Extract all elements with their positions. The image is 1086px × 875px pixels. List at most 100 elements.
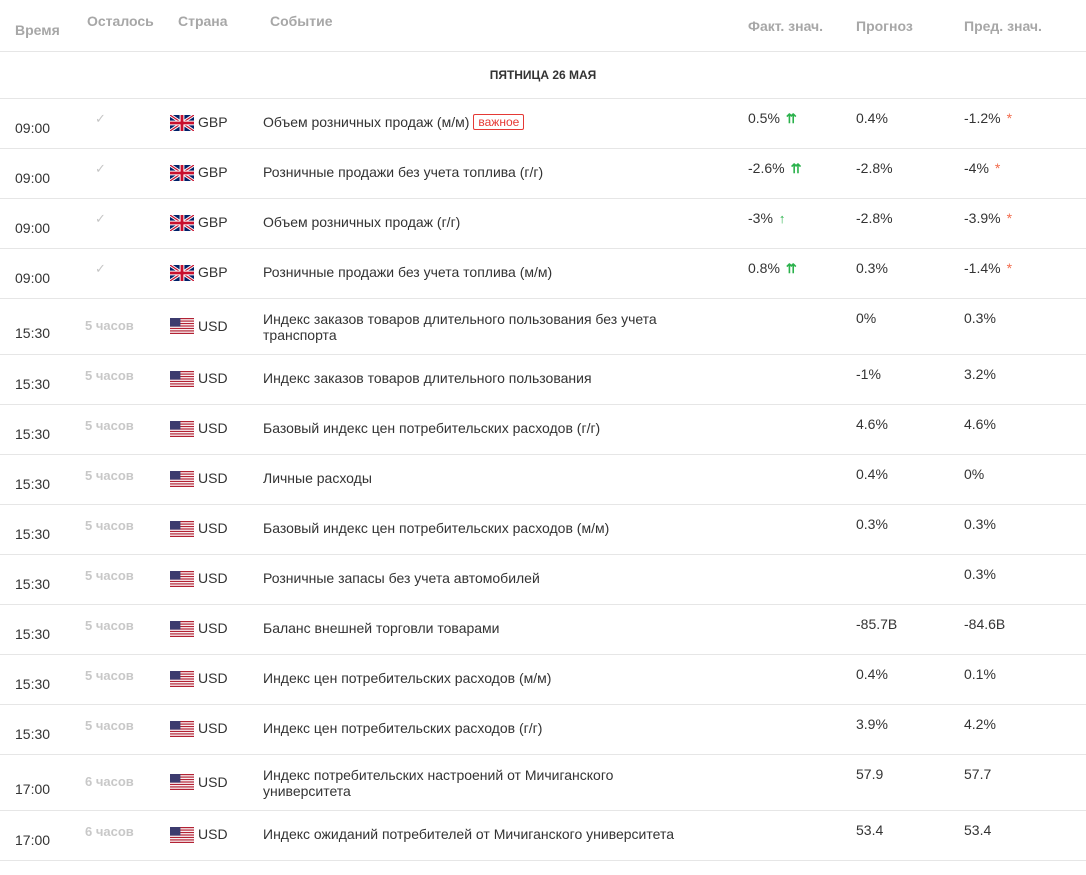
row-event[interactable]: Розничные продажи без учета топлива (г/г… xyxy=(263,164,703,180)
row-previous: 0.3% xyxy=(964,566,996,582)
row-forecast: 0% xyxy=(856,310,877,326)
row-previous: 0.1% xyxy=(964,666,996,682)
table-row[interactable]: 15:30 5 часов USD Базовый индекс цен потреб… xyxy=(0,405,1086,455)
flag-us xyxy=(170,671,194,687)
row-event[interactable]: Индекс ожиданий потребителей от Мичиганс… xyxy=(263,826,703,842)
previous-value: -1.4% xyxy=(964,260,1001,276)
row-previous: -84.6B xyxy=(964,616,1005,632)
row-event[interactable]: Розничные продажи без учета топлива (м/м… xyxy=(263,264,703,280)
table-row[interactable]: 17:00 6 часов USD Индекс потребительских на… xyxy=(0,755,1086,811)
row-forecast: 3.9% xyxy=(856,716,888,732)
row-currency: USD xyxy=(198,826,228,842)
flag-gb xyxy=(170,215,194,231)
uk-flag-icon xyxy=(170,165,194,181)
row-event[interactable]: Баланс внешней торговли товарами xyxy=(263,620,703,636)
time-left: 6 часов xyxy=(85,774,134,789)
table-row[interactable]: 15:30 5 часов USD Розничные запасы без учет… xyxy=(0,555,1086,605)
row-currency: USD xyxy=(198,620,228,636)
header-actual[interactable]: Факт. знач. xyxy=(748,18,824,34)
row-time: 15:30 xyxy=(15,576,51,592)
table-row[interactable]: 09:00 ✓ GBP Розничные продажи без учета топ… xyxy=(0,149,1086,199)
header-country[interactable]: Страна xyxy=(178,13,228,29)
row-currency: USD xyxy=(198,370,228,386)
table-row[interactable]: 15:30 5 часов USD Личные расходы 0.4% 0% xyxy=(0,455,1086,505)
row-time: 15:30 xyxy=(15,526,51,542)
event-title[interactable]: Индекс заказов товаров длительного польз… xyxy=(263,370,592,386)
flag-us xyxy=(170,621,194,637)
row-event[interactable]: Индекс цен потребительских расходов (м/м… xyxy=(263,670,703,686)
row-time: 09:00 xyxy=(15,220,51,236)
row-time: 15:30 xyxy=(15,476,51,492)
double-up-arrow-icon: ⇈ xyxy=(785,261,797,276)
table-row[interactable]: 15:30 5 часов USD Индекс цен потребительски… xyxy=(0,705,1086,755)
event-title[interactable]: Базовый индекс цен потребительских расхо… xyxy=(263,420,601,436)
event-title[interactable]: Базовый индекс цен потребительских расхо… xyxy=(263,520,610,536)
flag-us xyxy=(170,721,194,737)
event-title[interactable]: Розничные продажи без учета топлива (г/г… xyxy=(263,164,544,180)
row-previous: 0.3% xyxy=(964,516,996,532)
header-previous[interactable]: Пред. знач. xyxy=(964,18,1042,34)
event-title[interactable]: Индекс потребительских настроений от Мич… xyxy=(263,767,614,799)
rows-container: 09:00 ✓ GBP Объем розничных продаж (м/м) важ… xyxy=(0,99,1086,861)
header-forecast[interactable]: Прогноз xyxy=(856,18,913,34)
flag-gb xyxy=(170,115,194,131)
header-event[interactable]: Событие xyxy=(270,13,333,29)
event-title[interactable]: Объем розничных продаж (м/м) xyxy=(263,114,470,130)
header-time[interactable]: Время xyxy=(15,22,60,38)
header-left[interactable]: Осталось xyxy=(87,13,154,29)
row-actual: 0.5% ⇈ xyxy=(748,110,797,127)
row-event[interactable]: Личные расходы xyxy=(263,470,703,486)
row-event[interactable]: Розничные запасы без учета автомобилей xyxy=(263,570,703,586)
revised-star-icon: * xyxy=(1006,110,1013,126)
row-currency: USD xyxy=(198,720,228,736)
row-time: 15:30 xyxy=(15,376,51,392)
row-previous: -1.2% * xyxy=(964,110,1012,126)
us-flag-icon xyxy=(170,671,194,687)
event-title[interactable]: Индекс цен потребительских расходов (м/м… xyxy=(263,670,552,686)
row-forecast: -2.8% xyxy=(856,160,893,176)
row-event[interactable]: Базовый индекс цен потребительских расхо… xyxy=(263,420,703,436)
flag-gb xyxy=(170,265,194,281)
table-row[interactable]: 09:00 ✓ GBP Объем розничных продаж (м/м) важ… xyxy=(0,99,1086,149)
flag-us xyxy=(170,421,194,437)
us-flag-icon xyxy=(170,318,194,334)
row-forecast: 57.9 xyxy=(856,766,884,782)
row-time: 09:00 xyxy=(15,120,51,136)
actual-value: -2.6% xyxy=(748,160,785,176)
event-title[interactable]: Розничные продажи без учета топлива (м/м… xyxy=(263,264,553,280)
row-previous: 53.4 xyxy=(964,822,991,838)
row-forecast: 0.3% xyxy=(856,516,888,532)
table-row[interactable]: 15:30 5 часов USD Базовый индекс цен потреб… xyxy=(0,505,1086,555)
row-time: 15:30 xyxy=(15,726,51,742)
previous-value: -4% xyxy=(964,160,989,176)
row-event[interactable]: Индекс заказов товаров длительного польз… xyxy=(263,311,703,343)
row-event[interactable]: Индекс цен потребительских расходов (г/г… xyxy=(263,720,703,736)
row-event[interactable]: Базовый индекс цен потребительских расхо… xyxy=(263,520,703,536)
row-currency: GBP xyxy=(198,164,228,180)
table-row[interactable]: 15:30 5 часов USD Индекс заказов товаров дл… xyxy=(0,299,1086,355)
event-title[interactable]: Объем розничных продаж (г/г) xyxy=(263,214,461,230)
row-previous: 4.2% xyxy=(964,716,996,732)
event-title[interactable]: Розничные запасы без учета автомобилей xyxy=(263,570,540,586)
table-row[interactable]: 09:00 ✓ GBP Объем розничных продаж (г/г) -3%… xyxy=(0,199,1086,249)
row-time: 09:00 xyxy=(15,270,51,286)
row-actual: 0.8% ⇈ xyxy=(748,260,797,277)
table-row[interactable]: 15:30 5 часов USD Индекс цен потребительски… xyxy=(0,655,1086,705)
table-row[interactable]: 09:00 ✓ GBP Розничные продажи без учета топ… xyxy=(0,249,1086,299)
table-row[interactable]: 15:30 5 часов USD Индекс заказов товаров дл… xyxy=(0,355,1086,405)
event-title[interactable]: Индекс заказов товаров длительного польз… xyxy=(263,311,657,343)
row-event[interactable]: Индекс потребительских настроений от Мич… xyxy=(263,767,703,799)
event-title[interactable]: Баланс внешней торговли товарами xyxy=(263,620,500,636)
event-title[interactable]: Индекс цен потребительских расходов (г/г… xyxy=(263,720,543,736)
row-event[interactable]: Объем розничных продаж (м/м) важное xyxy=(263,114,703,130)
event-title[interactable]: Индекс ожиданий потребителей от Мичиганс… xyxy=(263,826,674,842)
table-row[interactable]: 15:30 5 часов USD Баланс внешней торговли т… xyxy=(0,605,1086,655)
flag-us xyxy=(170,471,194,487)
row-event[interactable]: Объем розничных продаж (г/г) xyxy=(263,214,703,230)
row-time: 09:00 xyxy=(15,170,51,186)
row-event[interactable]: Индекс заказов товаров длительного польз… xyxy=(263,370,703,386)
table-row[interactable]: 17:00 6 часов USD Индекс ожиданий потребите… xyxy=(0,811,1086,861)
row-previous: 0.3% xyxy=(964,310,996,326)
event-title[interactable]: Личные расходы xyxy=(263,470,372,486)
